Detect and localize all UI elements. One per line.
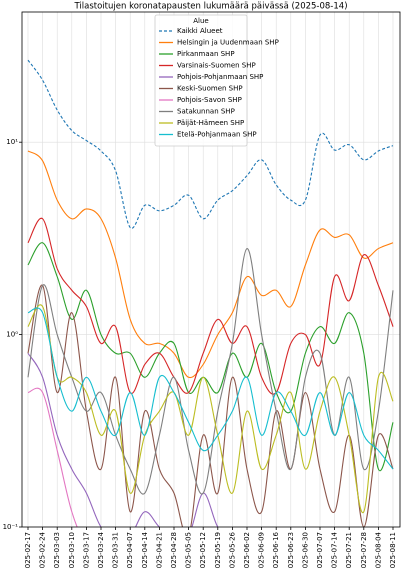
x-tick-label: 2025-03-10 <box>68 532 76 569</box>
chart-title: Tilastoitujen koronatapausten lukumäärä … <box>73 2 347 12</box>
x-tick-label: 2025-03-31 <box>112 532 120 569</box>
x-tick-label: 2025-02-17 <box>24 532 32 569</box>
x-tick-label: 2025-03-24 <box>97 531 105 569</box>
legend-label: Satakunnan SHP <box>177 108 235 116</box>
x-tick-label: 2025-05-26 <box>228 531 236 569</box>
x-tick-label: 2025-06-09 <box>258 532 266 569</box>
x-tick-label: 2025-07-21 <box>345 532 353 569</box>
plot-frame <box>21 11 401 528</box>
series-line <box>27 307 394 470</box>
x-tick-label: 2025-05-12 <box>199 532 207 569</box>
legend-label: Kaikki Alueet <box>177 27 223 35</box>
x-tick-label: 2025-07-28 <box>360 532 368 569</box>
legend: Alue Kaikki Alueet Helsingin ja Uudenmaan … <box>154 14 279 147</box>
legend-title: Alue <box>193 17 208 25</box>
legend-label: Varsinais-Suomen SHP <box>177 62 256 70</box>
x-tick-label: 2025-04-07 <box>126 532 134 569</box>
series-line <box>27 217 394 395</box>
y-tick-label: 10¹ <box>6 138 18 146</box>
series-line <box>27 59 394 229</box>
grid <box>22 12 400 528</box>
x-tick-label: 2025-05-19 <box>214 532 222 569</box>
x-tick-label: 2025-08-04 <box>374 531 382 569</box>
series-line <box>27 150 394 379</box>
legend-label: Keski-Suomen SHP <box>177 85 243 93</box>
x-tick-label: 2025-05-05 <box>185 532 193 569</box>
plot-area <box>27 59 394 527</box>
x-tick-label: 2025-07-07 <box>316 532 324 569</box>
axes: 10⁻¹ 10⁰ 10¹ 2025-02-17 2025-02-24 2025-03-03… <box>3 138 397 569</box>
y-tick-label: 10⁻¹ <box>3 523 19 531</box>
legend-label: Pohjois-Savon SHP <box>177 96 242 104</box>
x-tick-label: 2025-03-17 <box>82 532 90 569</box>
series-line <box>27 284 394 527</box>
x-tick-label: 2025-06-16 <box>272 531 280 569</box>
series-line <box>27 352 219 527</box>
x-tick-label: 2025-06-23 <box>287 532 295 569</box>
x-tick-label: 2025-04-28 <box>170 532 178 569</box>
x-tick-label: 2025-04-21 <box>155 532 163 569</box>
x-tick-label: 2025-03-03 <box>53 532 61 569</box>
series-line <box>27 242 394 472</box>
x-tick-label: 2025-02-24 <box>39 531 47 569</box>
x-tick-label: 2025-08-11 <box>389 532 397 569</box>
legend-label: Pirkanmaan SHP <box>177 50 235 58</box>
x-tick-label: 2025-04-14 <box>141 531 149 569</box>
legend-label: Etelä-Pohjanmaan SHP <box>177 131 257 139</box>
y-tick-label: 10⁰ <box>6 331 18 339</box>
legend-box <box>154 14 248 147</box>
x-tick-label: 2025-07-14 <box>331 531 339 569</box>
x-tick-label: 2025-06-02 <box>243 532 251 569</box>
legend-label: Päijät-Hämeen SHP <box>177 119 244 127</box>
series-line <box>27 248 394 495</box>
x-tick-label: 2025-06-30 <box>301 532 309 569</box>
legend-label: Helsingin ja Uudenmaan SHP <box>177 39 279 47</box>
legend-label: Pohjois-Pohjanmaan SHP <box>177 73 263 81</box>
